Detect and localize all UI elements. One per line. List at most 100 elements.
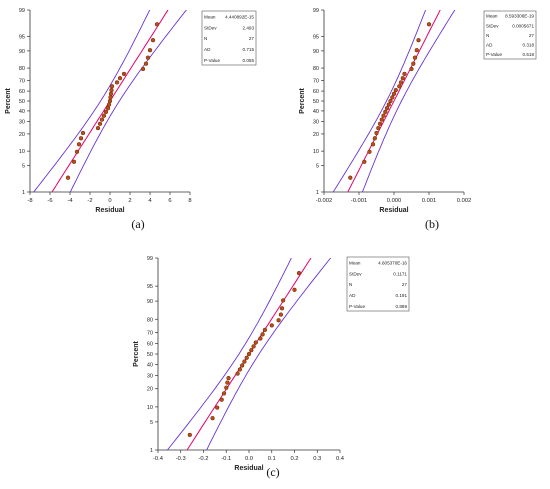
fit-line bbox=[347, 10, 441, 192]
x-tick-label: 0.000 bbox=[387, 198, 402, 204]
panel-label: (c) bbox=[266, 465, 279, 479]
data-point bbox=[249, 348, 254, 353]
stats-box-frame bbox=[201, 10, 257, 66]
stats-label: StDev bbox=[204, 25, 217, 30]
data-point bbox=[381, 113, 386, 118]
data-point bbox=[109, 84, 115, 89]
y-tick-label: 30 bbox=[313, 120, 319, 126]
stats-box-frame bbox=[346, 256, 410, 312]
data-point bbox=[246, 351, 252, 357]
data-point bbox=[269, 323, 274, 328]
y-tick-label: 20 bbox=[19, 132, 25, 138]
y-tick-label: 70 bbox=[147, 330, 153, 336]
y-tick-label: 99 bbox=[313, 8, 319, 14]
data-point bbox=[80, 130, 86, 136]
x-tick-label: 0.4 bbox=[336, 456, 345, 462]
y-tick-label: 90 bbox=[19, 49, 25, 55]
data-point bbox=[117, 76, 123, 81]
data-point bbox=[140, 66, 146, 72]
stats-value: 8.593306E-19 bbox=[505, 14, 534, 19]
data-point bbox=[362, 159, 367, 164]
stats-value: 0.715 bbox=[243, 47, 255, 52]
data-point bbox=[412, 55, 418, 60]
stats-label: StDev bbox=[349, 271, 362, 276]
data-point bbox=[379, 117, 384, 122]
y-tick-label: 60 bbox=[19, 89, 25, 95]
data-point bbox=[108, 91, 114, 96]
y-tick-label: 80 bbox=[313, 66, 319, 72]
stats-box: Mean 8.593306E-19 StDev 0.0005671 N 27 AD 0.318… bbox=[483, 10, 537, 60]
data-point bbox=[210, 416, 215, 421]
x-tick-label: 4 bbox=[148, 198, 152, 204]
stats-value: 0.518 bbox=[523, 52, 535, 57]
stats-label: P-Value bbox=[204, 58, 220, 63]
fit-line bbox=[51, 10, 169, 192]
stats-label: Mean bbox=[486, 14, 498, 19]
stats-value: 27 bbox=[402, 282, 408, 287]
ci-upper-line bbox=[69, 10, 187, 192]
data-point bbox=[224, 385, 229, 390]
data-point bbox=[154, 22, 160, 27]
data-point bbox=[372, 136, 377, 141]
data-point bbox=[258, 336, 263, 341]
y-tick-label: 10 bbox=[147, 405, 153, 411]
stats-value: 0.191 bbox=[396, 293, 408, 298]
stats-value: 4.605370E-16 bbox=[378, 261, 407, 266]
data-point bbox=[400, 76, 405, 81]
data-point bbox=[235, 371, 240, 376]
data-point bbox=[106, 102, 112, 107]
data-point bbox=[292, 287, 297, 292]
data-point bbox=[390, 95, 395, 100]
y-tick-label: 70 bbox=[313, 78, 319, 84]
fit-lines bbox=[166, 258, 332, 450]
data-point bbox=[97, 121, 103, 126]
data-point bbox=[242, 359, 247, 364]
data-point bbox=[147, 48, 153, 53]
x-tick-label: 0 bbox=[108, 198, 111, 204]
data-point bbox=[95, 125, 101, 131]
y-tick-label: 20 bbox=[147, 387, 153, 393]
x-tick-label: 0.3 bbox=[313, 456, 321, 462]
y-tick-label: 80 bbox=[19, 66, 25, 72]
y-tick-label: 10 bbox=[19, 149, 25, 155]
data-point bbox=[374, 130, 379, 136]
data-point bbox=[402, 71, 407, 77]
data-point bbox=[367, 149, 372, 154]
y-tick-label: 90 bbox=[147, 299, 153, 305]
x-axis-label: Residual bbox=[379, 207, 408, 214]
x-tick-label: -0.001 bbox=[351, 198, 367, 204]
x-tick-label: 0.1 bbox=[268, 456, 276, 462]
data-point bbox=[280, 298, 286, 303]
fit-lines bbox=[33, 10, 187, 192]
x-tick-label: -0.2 bbox=[199, 456, 209, 462]
data-point bbox=[251, 344, 256, 349]
data-point bbox=[278, 312, 284, 317]
y-tick-label: 95 bbox=[19, 35, 25, 41]
y-tick-label: 1 bbox=[22, 190, 25, 196]
data-point bbox=[78, 136, 84, 141]
data-point bbox=[244, 355, 249, 360]
stats-value: 0.055 bbox=[243, 58, 255, 63]
stats-value: 27 bbox=[529, 33, 535, 38]
data-point bbox=[109, 87, 114, 93]
y-tick-label: 70 bbox=[19, 78, 25, 84]
data-point bbox=[240, 363, 245, 368]
y-tick-label: 95 bbox=[147, 284, 153, 290]
x-tick-label: -0.3 bbox=[176, 456, 186, 462]
y-axis-label: Percent bbox=[133, 340, 140, 366]
data-point bbox=[108, 95, 113, 100]
y-tick-label: 5 bbox=[150, 420, 153, 426]
y-tick-label: 1 bbox=[316, 190, 319, 196]
panel-label: (a) bbox=[131, 217, 144, 231]
y-tick-label: 60 bbox=[313, 89, 319, 95]
stats-box: Mean 4.605370E-16 StDev 0.1171 N 27 AD 0.191 P-V… bbox=[346, 256, 410, 312]
stats-label: Mean bbox=[349, 261, 361, 266]
stats-label: AD bbox=[204, 47, 211, 52]
x-axis-label: Residual bbox=[95, 207, 124, 214]
stats-label: N bbox=[486, 33, 489, 38]
probability-plot-3: 1 5 10 20 30 40 50 60 70 80 90 95 99 -0.4 -0.3 -0.2 -0.1… bbox=[133, 256, 410, 479]
data-point bbox=[388, 98, 393, 104]
ci-lower-line bbox=[166, 258, 292, 450]
data-point bbox=[260, 332, 265, 337]
